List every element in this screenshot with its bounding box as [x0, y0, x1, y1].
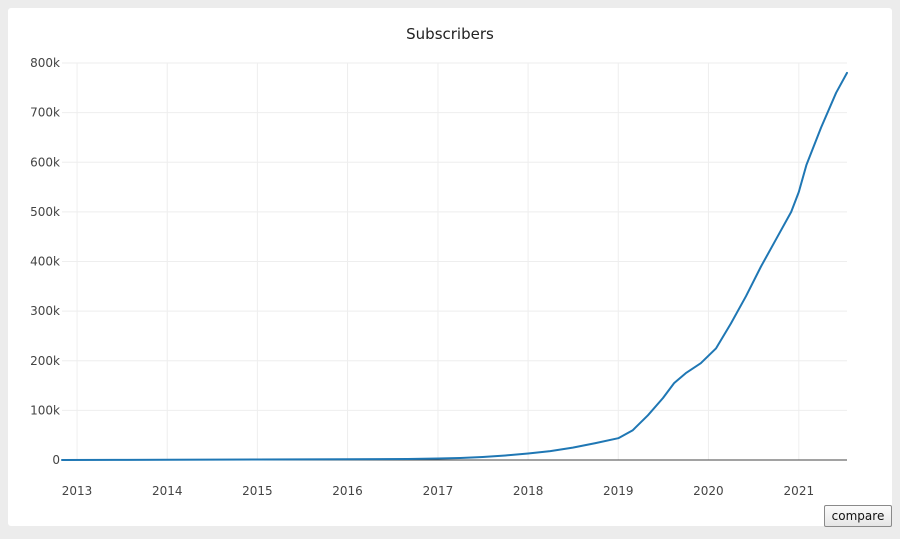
series-layer	[61, 71, 848, 461]
grid	[62, 62, 847, 460]
y-axis-ticks: 0 100k 200k 300k 400k 500k 600k 700k 800k	[30, 56, 60, 467]
chart-card	[8, 8, 892, 526]
x-tick-label: 2017	[423, 484, 454, 498]
y-tick-label: 400k	[30, 255, 60, 269]
y-tick-label: 300k	[30, 304, 60, 318]
y-tick-label: 0	[52, 453, 60, 467]
x-tick-label: 2018	[513, 484, 544, 498]
x-tick-label: 2021	[784, 484, 815, 498]
x-tick-label: 2014	[152, 484, 183, 498]
y-tick-label: 200k	[30, 354, 60, 368]
x-tick-label: 2019	[603, 484, 634, 498]
x-axis-ticks: 2013 2014 2015 2016 2017 2018 2019 2020 2021	[62, 484, 814, 498]
x-tick-label: 2020	[693, 484, 724, 498]
x-tick-label: 2013	[62, 484, 93, 498]
y-tick-label: 700k	[30, 106, 60, 120]
series-line	[61, 71, 848, 461]
x-tick-label: 2015	[242, 484, 273, 498]
compare-button[interactable]: compare	[824, 505, 892, 527]
y-tick-label: 500k	[30, 205, 60, 219]
y-tick-label: 100k	[30, 403, 60, 417]
y-tick-label: 600k	[30, 155, 60, 169]
chart-title: Subscribers	[406, 25, 494, 43]
y-tick-label: 800k	[30, 56, 60, 70]
x-tick-label: 2016	[332, 484, 363, 498]
